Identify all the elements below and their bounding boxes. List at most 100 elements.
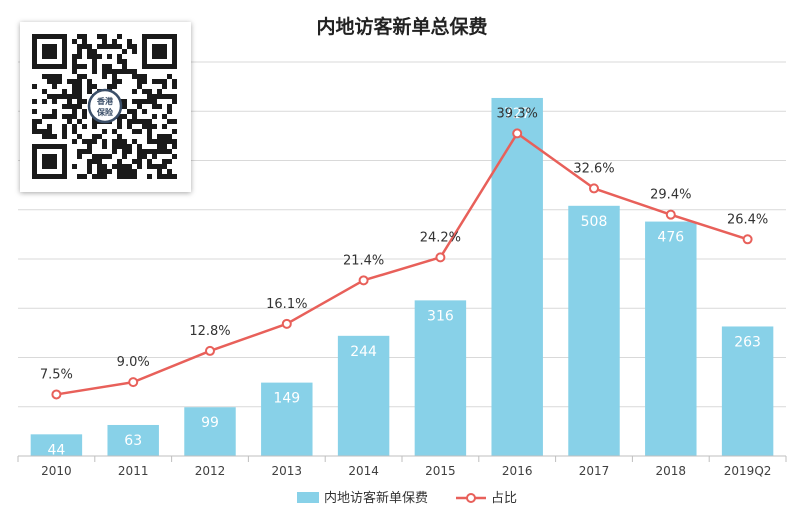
qr-module [137,84,142,89]
qr-module [157,169,162,174]
qr-module [107,44,112,49]
qr-module [102,164,107,169]
bar [568,205,620,456]
qr-module [107,154,112,159]
qr-module [72,139,77,144]
qr-module [172,129,177,134]
qr-module [127,109,132,114]
qr-module [162,139,167,144]
qr-module [147,134,152,139]
qr-module [52,134,57,139]
line-path [56,132,748,396]
qr-module [112,164,117,169]
qr-module [152,164,157,169]
qr-module [87,144,92,149]
qr-module [162,144,167,149]
bar-value-label: 244 [350,344,377,360]
qr-module [142,124,147,129]
bar-series [30,97,774,456]
qr-module [47,129,52,134]
qr-module [157,134,162,139]
qr-module [92,49,97,54]
bar-value-label: 316 [427,308,454,324]
qr-module [132,89,137,94]
legend-bar-swatch [297,492,319,503]
line-point [205,345,215,356]
qr-module [97,34,102,39]
qr-module [162,174,167,179]
bar [414,300,467,456]
qr-module [172,139,177,144]
qr-module [87,159,92,164]
qr-module [142,119,147,124]
bar [261,382,313,456]
line-value-label: 12.8% [189,324,230,339]
qr-module [137,154,142,159]
qr-module [42,114,47,119]
line-point [128,377,139,388]
qr-module [42,99,47,104]
qr-module [102,34,107,39]
qr-module [132,119,137,124]
legend: 内地访客新单保费 占比 [297,490,517,506]
line-value-label: 21.4% [343,253,384,268]
qr-module [42,129,47,134]
qr-module [127,119,132,124]
bar-value-label: 149 [273,391,300,407]
qr-module [157,94,162,99]
qr-module [122,59,127,64]
qr-module [117,59,122,64]
qr-module [167,109,172,114]
qr-module [72,94,77,99]
qr-module [67,119,72,124]
qr-module [167,174,172,179]
qr-module [107,54,112,59]
qr-module [122,99,127,104]
qr-module [47,94,52,99]
qr-module [82,74,87,79]
qr-module [132,44,137,49]
legend-line-label: 占比 [491,491,517,506]
qr-module [172,79,177,84]
qr-module [72,124,77,129]
qr-module [162,159,167,164]
qr-module [42,89,47,94]
qr-module [82,174,87,179]
qr-module [147,129,152,134]
qr-module [127,144,132,149]
qr-module [137,119,142,124]
qr-module [112,144,117,149]
qr-module [117,79,122,84]
qr-module [117,44,122,49]
qr-module [127,44,132,49]
qr-module [82,139,87,144]
qr-module [77,79,82,84]
qr-module [72,109,77,114]
qr-module [87,89,92,94]
qr-module [52,79,57,84]
qr-module [117,159,122,164]
qr-module [147,139,152,144]
bar [184,407,236,456]
bar-value-label: 263 [734,334,761,350]
qr-module [117,174,122,179]
qr-module [107,169,112,174]
qr-module [137,74,142,79]
qr-module [107,64,112,69]
qr-module [112,139,117,144]
qr-module [112,149,117,154]
qr-module [77,99,82,104]
qr-module [77,94,82,99]
qr-module [102,44,107,49]
line-value-label: 32.6% [573,161,614,176]
qr-module [72,89,77,94]
qr-module [102,69,107,74]
qr-module [132,169,137,174]
qr-module [82,124,87,129]
qr-module [142,109,147,114]
qr-module [112,129,117,134]
bar-value-label: 63 [124,433,142,449]
qr-module [147,99,152,104]
qr-module [32,84,37,89]
qr-module [62,124,67,129]
